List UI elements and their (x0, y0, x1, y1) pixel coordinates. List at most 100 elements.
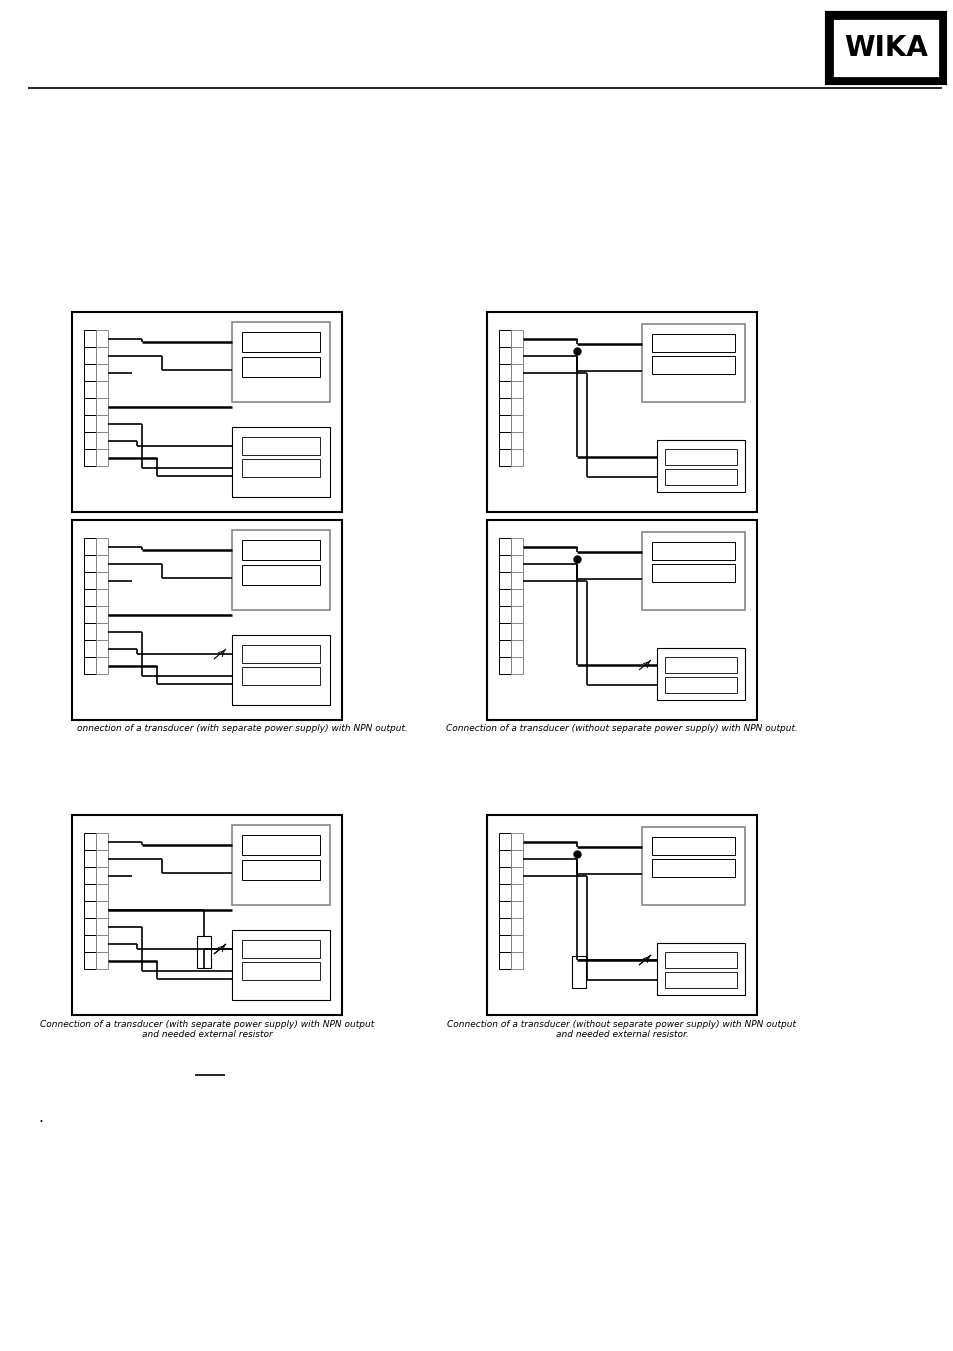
Bar (498, 834, 511, 850)
Bar (664, 952, 737, 969)
Bar (96, 432, 108, 449)
Bar (84, 330, 96, 347)
Bar (486, 815, 757, 1015)
Bar (826, 14, 944, 82)
Text: .: . (38, 1111, 43, 1125)
Bar (498, 867, 511, 884)
Bar (96, 589, 108, 607)
Bar (96, 935, 108, 952)
Bar (641, 324, 744, 403)
Bar (664, 657, 737, 673)
Bar (242, 332, 319, 353)
Bar (511, 917, 522, 935)
Bar (242, 459, 319, 477)
Bar (511, 607, 522, 623)
Bar (498, 347, 511, 363)
Bar (651, 838, 734, 855)
Bar (96, 952, 108, 969)
Bar (498, 607, 511, 623)
Bar (498, 555, 511, 571)
Bar (511, 589, 522, 607)
Bar (657, 440, 744, 492)
Bar (242, 436, 319, 455)
Bar (664, 677, 737, 693)
Bar (84, 640, 96, 657)
Bar (498, 935, 511, 952)
Bar (84, 589, 96, 607)
Bar (498, 850, 511, 867)
Bar (664, 449, 737, 465)
Bar (232, 530, 330, 611)
Bar (84, 917, 96, 935)
Bar (641, 827, 744, 905)
Bar (498, 589, 511, 607)
Bar (511, 449, 522, 466)
Bar (498, 917, 511, 935)
Bar (96, 884, 108, 901)
Bar (511, 555, 522, 571)
Bar (511, 571, 522, 589)
Bar (84, 623, 96, 640)
Bar (641, 532, 744, 611)
Bar (84, 415, 96, 432)
Bar (84, 381, 96, 399)
Bar (196, 936, 211, 969)
Bar (498, 432, 511, 449)
Bar (232, 825, 330, 905)
Bar (96, 640, 108, 657)
Bar (84, 935, 96, 952)
Bar (511, 850, 522, 867)
Bar (498, 901, 511, 917)
Bar (498, 330, 511, 347)
Bar (96, 917, 108, 935)
Bar (498, 399, 511, 415)
Bar (511, 538, 522, 555)
Bar (84, 834, 96, 850)
Bar (511, 884, 522, 901)
Bar (498, 415, 511, 432)
Bar (664, 971, 737, 988)
Bar (84, 449, 96, 466)
Bar (651, 542, 734, 561)
Bar (242, 861, 319, 880)
Bar (511, 363, 522, 381)
Bar (84, 867, 96, 884)
Bar (511, 381, 522, 399)
Bar (651, 334, 734, 353)
Bar (657, 648, 744, 700)
Text: WIKA: WIKA (843, 34, 927, 62)
Bar (242, 940, 319, 958)
Bar (511, 623, 522, 640)
Bar (232, 322, 330, 403)
Bar (498, 571, 511, 589)
Bar (498, 449, 511, 466)
Bar (71, 815, 341, 1015)
Bar (498, 538, 511, 555)
Bar (84, 607, 96, 623)
Bar (651, 859, 734, 877)
Bar (511, 330, 522, 347)
Bar (84, 901, 96, 917)
Bar (96, 607, 108, 623)
Bar (232, 635, 330, 705)
Bar (511, 432, 522, 449)
Bar (511, 901, 522, 917)
Bar (511, 935, 522, 952)
Bar (84, 363, 96, 381)
Bar (242, 667, 319, 685)
Bar (96, 657, 108, 674)
Bar (242, 540, 319, 561)
Bar (71, 312, 341, 512)
Bar (84, 571, 96, 589)
Text: Connection of a transducer (without separate power supply) with NPN output
and n: Connection of a transducer (without sepa… (447, 1020, 796, 1039)
Bar (96, 347, 108, 363)
Bar (96, 399, 108, 415)
Bar (232, 929, 330, 1000)
Bar (96, 834, 108, 850)
Bar (96, 449, 108, 466)
Bar (242, 835, 319, 855)
Bar (84, 399, 96, 415)
Bar (242, 962, 319, 979)
Bar (71, 520, 341, 720)
Bar (498, 623, 511, 640)
